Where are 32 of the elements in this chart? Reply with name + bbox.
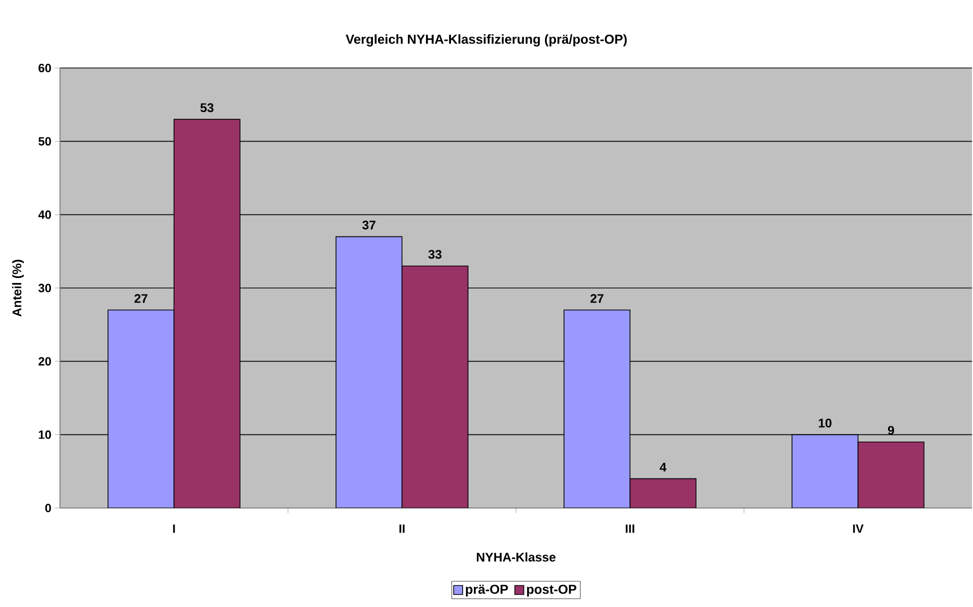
chart-title: Vergleich NYHA-Klassifizierung (prä/post-OP)	[346, 34, 627, 46]
y-tick-label: 20	[38, 357, 51, 366]
x-axis-title: NYHA-Klasse	[476, 552, 556, 562]
bar	[336, 236, 402, 508]
data-label: 27	[590, 294, 604, 303]
bar	[402, 266, 468, 508]
data-label: 4	[660, 462, 666, 472]
x-tick-label: I	[173, 524, 175, 533]
y-tick-label: 10	[38, 430, 51, 439]
legend-label: prä-OP	[466, 584, 508, 596]
bar	[858, 442, 924, 508]
bar	[564, 310, 630, 508]
bar	[174, 118, 240, 508]
data-label: 9	[888, 426, 894, 435]
x-tick-label: II	[399, 524, 405, 533]
data-label: 37	[362, 220, 376, 230]
legend-label: post-OP	[527, 584, 576, 596]
data-label: 10	[818, 418, 832, 428]
x-tick-label: III	[626, 524, 634, 533]
bar	[108, 310, 174, 508]
data-label: 33	[428, 250, 442, 259]
bar	[792, 434, 858, 508]
y-tick-label: 60	[38, 64, 51, 72]
x-tick-label: IV	[853, 524, 864, 533]
y-tick-label: 30	[38, 284, 51, 292]
y-axis-title: Anteil (%)	[12, 260, 24, 317]
y-tick-label: 40	[38, 210, 51, 219]
y-tick-label: 0	[45, 504, 51, 512]
data-label: 27	[134, 294, 148, 303]
data-label: 53	[200, 103, 214, 112]
bar	[630, 478, 696, 508]
y-tick-label: 50	[38, 137, 51, 146]
